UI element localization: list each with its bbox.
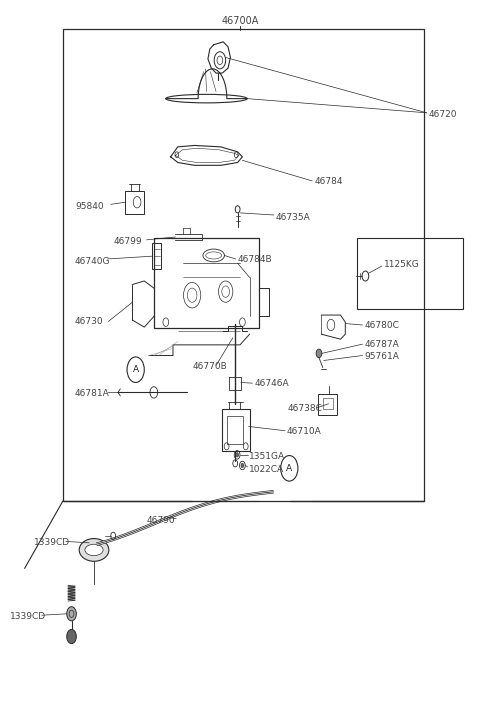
- Text: 46700A: 46700A: [221, 16, 259, 26]
- Text: 46720: 46720: [429, 109, 457, 119]
- Text: 1351GA: 1351GA: [249, 451, 285, 461]
- Bar: [125, 191, 144, 213]
- Text: 46780C: 46780C: [364, 321, 399, 330]
- Circle shape: [241, 464, 244, 468]
- Text: 1022CA: 1022CA: [249, 464, 284, 474]
- Bar: [323, 398, 333, 410]
- Text: 95840: 95840: [75, 202, 104, 211]
- Bar: [153, 243, 161, 269]
- Text: 46730: 46730: [75, 317, 104, 326]
- Text: 95761A: 95761A: [364, 353, 399, 361]
- Ellipse shape: [79, 538, 109, 561]
- Text: 46784B: 46784B: [238, 255, 272, 264]
- Text: 46710A: 46710A: [287, 427, 322, 436]
- Text: 46738C: 46738C: [288, 405, 323, 413]
- Circle shape: [236, 453, 239, 457]
- Bar: [63, 29, 424, 501]
- Text: 46770B: 46770B: [192, 362, 227, 370]
- Text: 46787A: 46787A: [364, 341, 399, 349]
- Bar: [222, 409, 250, 451]
- Text: 46799: 46799: [113, 237, 142, 247]
- Text: 1339CD: 1339CD: [34, 538, 71, 547]
- Text: 46784: 46784: [314, 177, 343, 186]
- Bar: [357, 238, 463, 309]
- Text: 1339CD: 1339CD: [10, 612, 47, 621]
- Bar: [154, 238, 259, 328]
- Text: 46790: 46790: [147, 515, 175, 525]
- Text: A: A: [286, 464, 292, 473]
- Circle shape: [67, 606, 76, 621]
- Ellipse shape: [85, 544, 103, 555]
- Circle shape: [67, 629, 76, 643]
- Text: 1125KG: 1125KG: [384, 260, 420, 269]
- Text: 46740G: 46740G: [75, 257, 110, 266]
- Text: 46746A: 46746A: [254, 380, 289, 388]
- Bar: [318, 394, 337, 415]
- Text: A: A: [132, 365, 139, 374]
- Circle shape: [316, 349, 322, 358]
- Text: 46735A: 46735A: [276, 213, 311, 222]
- Bar: [227, 416, 243, 444]
- Text: 46781A: 46781A: [75, 389, 109, 397]
